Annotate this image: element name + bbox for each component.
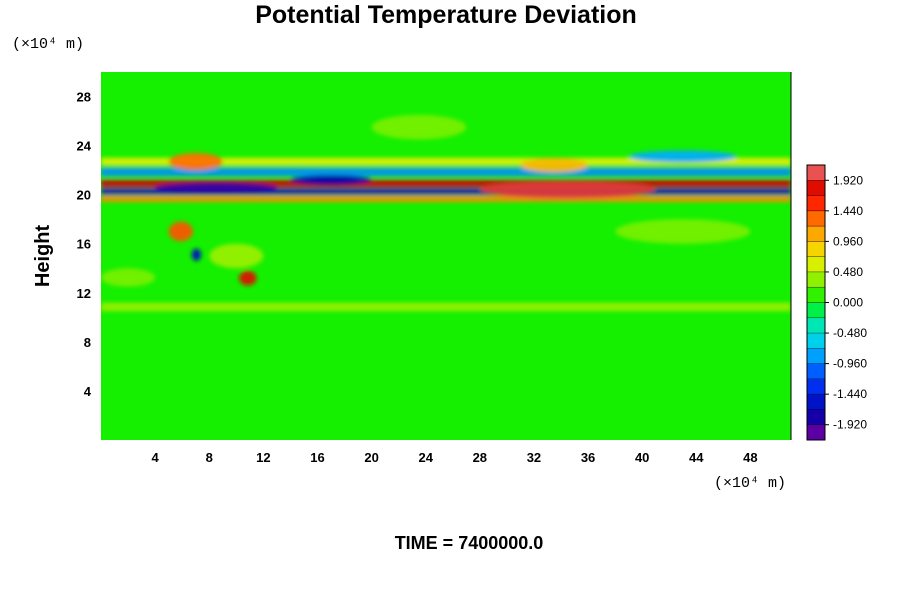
colorbar-band-11 — [807, 256, 825, 273]
x-tick-44: 44 — [689, 450, 704, 465]
field-features — [101, 114, 791, 312]
y-unit-label: (×10⁴ m) — [12, 36, 84, 53]
field-blob-11 — [628, 150, 737, 163]
field-blob-9 — [168, 152, 223, 171]
field-blob-6 — [479, 181, 656, 199]
colorbar-band-7 — [807, 317, 825, 334]
field-blob-15 — [209, 243, 264, 269]
x-tick-36: 36 — [581, 450, 595, 465]
y-tick-28: 28 — [77, 90, 91, 105]
x-tick-20: 20 — [364, 450, 378, 465]
field-blob-7 — [155, 182, 277, 194]
field-blob-14 — [239, 270, 257, 286]
colorbar-band-15 — [807, 195, 825, 212]
plot-area — [101, 72, 791, 440]
colorbar-band-0 — [807, 424, 825, 441]
colorbar — [806, 164, 826, 441]
field-blob-16 — [371, 114, 467, 140]
field-band-2 — [101, 195, 791, 203]
colorbar-band-3 — [807, 378, 825, 395]
chart-title: Potential Temperature Deviation — [255, 1, 637, 29]
x-tick-24: 24 — [418, 450, 433, 465]
field-blob-10 — [520, 157, 589, 173]
colorbar-band-1 — [807, 409, 825, 426]
field-blob-18 — [101, 268, 156, 287]
colorbar-band-9 — [807, 287, 825, 303]
colorbar-tick-6: -0.960 — [833, 357, 867, 371]
colorbar-tick-1: 1.440 — [833, 204, 863, 218]
colorbar-band-5 — [807, 348, 825, 364]
colorbar-tick-7: -1.440 — [833, 387, 867, 401]
colorbar-band-17 — [807, 165, 825, 181]
y-axis-label: Height — [32, 225, 54, 288]
field-blob-17 — [615, 219, 751, 244]
y-tick-16: 16 — [77, 237, 91, 252]
x-tick-12: 12 — [256, 450, 270, 465]
field-band-4 — [101, 157, 791, 166]
colorbar-band-2 — [807, 394, 825, 410]
colorbar-band-4 — [807, 363, 825, 380]
x-unit-label: (×10⁴ m) — [714, 475, 786, 492]
x-tick-32: 32 — [527, 450, 541, 465]
colorbar-tick-labels: 1.920 1.440 0.960 0.480 0.000 -0.480 -0.960 -1.… — [825, 173, 867, 432]
x-tick-40: 40 — [635, 450, 649, 465]
colorbar-tick-4: 0.000 — [833, 296, 863, 310]
colorbar-tick-5: -0.480 — [833, 326, 867, 340]
y-tick-12: 12 — [77, 286, 91, 301]
colorbar-band-6 — [807, 333, 825, 349]
time-label: TIME = 7400000.0 — [395, 533, 544, 553]
colorbar-tick-0: 1.920 — [833, 173, 863, 187]
colorbar-tick-3: 0.480 — [833, 265, 863, 279]
x-tick-4: 4 — [152, 450, 160, 465]
y-tick-labels: 4 8 12 16 20 24 28 — [77, 90, 92, 399]
field-blob-8 — [290, 175, 372, 185]
y-tick-24: 24 — [77, 139, 92, 154]
y-tick-4: 4 — [84, 384, 92, 399]
x-tick-labels: 4 8 12 16 20 24 28 32 36 40 44 48 — [152, 450, 758, 465]
colorbar-band-12 — [807, 241, 825, 257]
field-blob-13 — [191, 248, 202, 261]
x-tick-28: 28 — [473, 450, 487, 465]
field-blob-12 — [168, 221, 193, 242]
field-band-3 — [101, 167, 791, 177]
colorbar-tick-2: 0.960 — [833, 234, 863, 248]
field-band-5 — [101, 302, 791, 312]
colorbar-tick-8: -1.920 — [833, 418, 867, 432]
field-band-1 — [101, 188, 791, 195]
y-tick-20: 20 — [77, 188, 91, 203]
colorbar-band-8 — [807, 302, 825, 319]
colorbar-band-13 — [807, 226, 825, 242]
x-tick-48: 48 — [743, 450, 757, 465]
x-tick-16: 16 — [310, 450, 324, 465]
colorbar-band-10 — [807, 271, 825, 288]
x-tick-8: 8 — [206, 450, 213, 465]
colorbar-band-16 — [807, 180, 825, 196]
field-band-0 — [101, 179, 791, 188]
colorbar-band-14 — [807, 210, 825, 227]
y-tick-8: 8 — [84, 335, 91, 350]
